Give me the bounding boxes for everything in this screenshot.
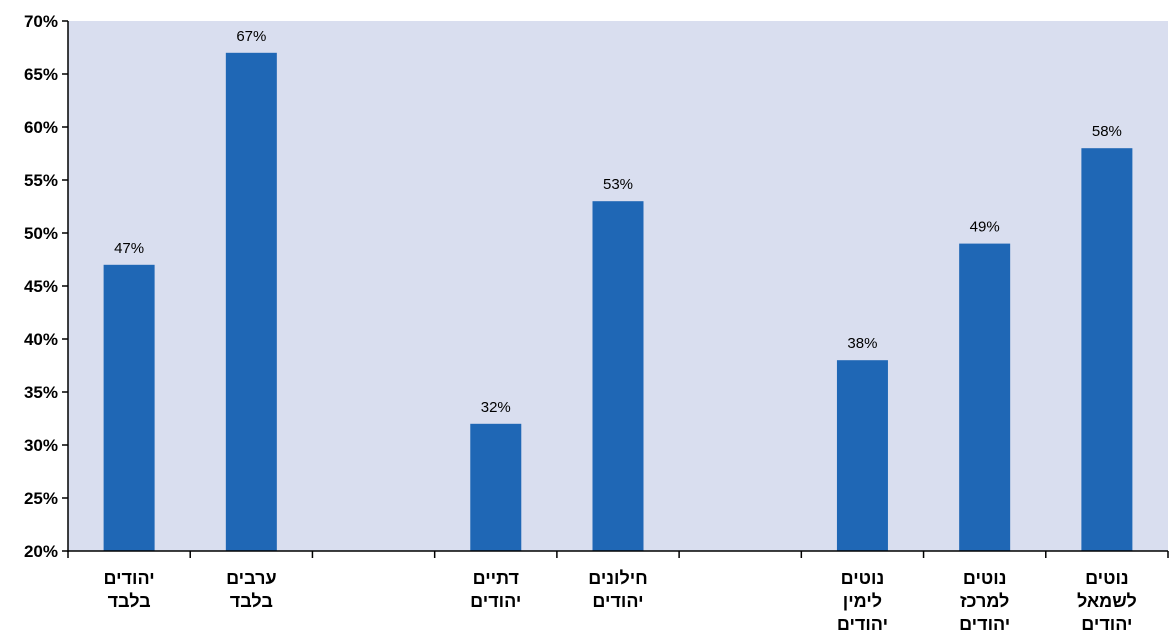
category-label-line: לימין [843,591,882,611]
data-label: 53% [603,176,633,193]
y-tick-label: 20% [24,542,58,561]
category-label-line: ערבים [226,568,277,588]
y-tick-label: 25% [24,489,58,508]
data-label: 38% [847,335,877,352]
category-label-line: יהודים [837,614,888,634]
category-label: חילונים יהודים [588,568,648,611]
category-label-line: יהודים [959,614,1010,634]
y-tick-label: 30% [24,436,58,455]
data-label: 47% [114,240,144,257]
category-label-line: דתיים [473,568,519,588]
category-label: יהודים בלבד [104,568,155,611]
category-label-line: בלבד [108,591,151,611]
category-label-line: יהודים [592,591,643,611]
category-label: דתיים יהודים [470,568,521,611]
y-tick-label: 70% [24,12,58,31]
data-label: 58% [1092,123,1122,140]
category-label-line: למרכז [960,591,1009,611]
bar [1081,148,1132,551]
y-tick-label: 65% [24,65,58,84]
data-label: 32% [481,399,511,416]
category-label: נוטים לימין יהודים [837,568,888,634]
y-tick-label: 35% [24,383,58,402]
y-tick-label: 50% [24,224,58,243]
category-label-line: חילונים [588,568,648,588]
data-label: 49% [970,219,1000,236]
y-tick-label: 60% [24,118,58,137]
bar [959,244,1010,551]
category-label-line: יהודים [104,568,155,588]
y-axis-ticks: 20% 25% 30% 35% 40% 45% 50% 55% 60% 65% 70% [24,12,68,561]
bar [470,424,521,551]
bar [104,265,155,551]
category-label: נוטים לשמאל יהודים [1077,568,1137,634]
y-tick-label: 55% [24,171,58,190]
y-tick-label: 40% [24,330,58,349]
category-labels: יהודים בלבד ערבים בלבד דתיים יהודים חילונים יהו… [104,568,1137,634]
bar [226,53,277,551]
category-label: נוטים למרכז יהודים [959,568,1010,634]
data-label: 67% [236,28,266,45]
category-label-line: יהודים [1081,614,1132,634]
y-tick-label: 45% [24,277,58,296]
bar [593,201,644,551]
bar [837,360,888,551]
category-label: ערבים בלבד [226,568,277,611]
category-label-line: נוטים [1085,568,1129,588]
category-label-line: נוטים [963,568,1007,588]
category-label-line: בלבד [230,591,273,611]
category-label-line: נוטים [841,568,885,588]
category-label-line: יהודים [470,591,521,611]
category-label-line: לשמאל [1077,591,1137,611]
